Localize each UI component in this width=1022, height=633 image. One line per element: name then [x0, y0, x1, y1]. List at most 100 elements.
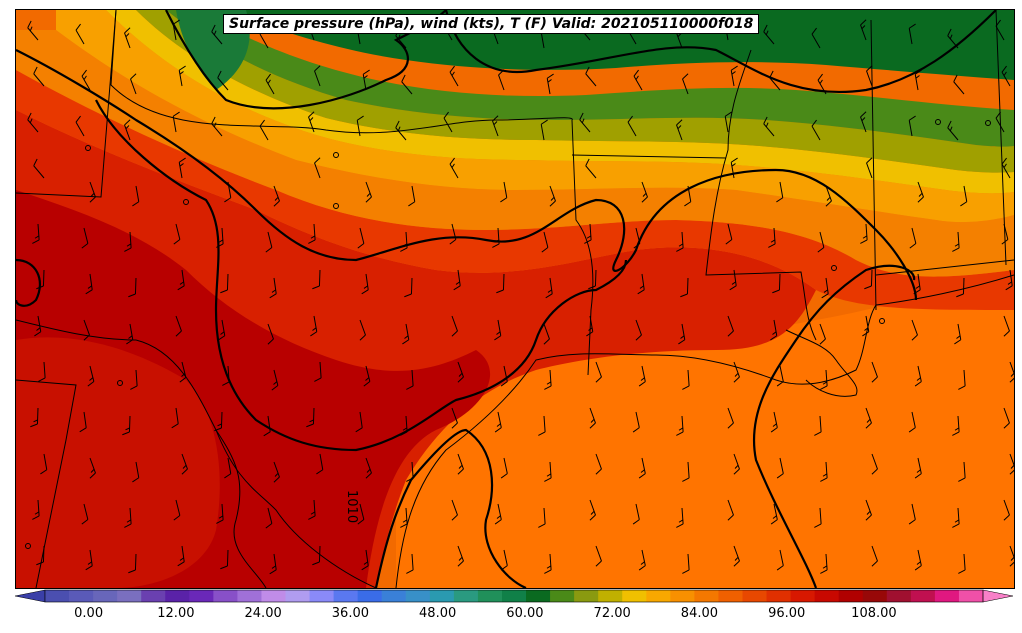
colorbar-tick-label: 0.00	[74, 606, 104, 621]
wind-barb	[314, 157, 321, 179]
colorbar-segment	[838, 590, 864, 602]
wind-barb	[224, 457, 232, 479]
wind-barb	[314, 65, 321, 87]
wind-barb	[87, 365, 95, 387]
border-al-ga	[995, 10, 1007, 266]
wind-barb	[308, 223, 316, 244]
wind-barb	[400, 507, 408, 528]
wind-barb	[361, 273, 369, 295]
wind-barb	[30, 407, 39, 428]
coast-delta	[785, 329, 858, 397]
wind-barb	[273, 461, 280, 483]
wind-barb	[217, 70, 229, 91]
wind-barb	[128, 277, 137, 298]
wind-barb	[178, 65, 186, 87]
colorbar-outline	[44, 589, 984, 603]
colorbar-segment	[670, 590, 695, 602]
colorbar-segment	[69, 590, 94, 602]
wind-barb	[220, 273, 229, 294]
wind-barb	[259, 119, 269, 141]
wind-barb	[871, 545, 878, 567]
wind-barb	[865, 407, 872, 429]
wind-barb	[500, 549, 508, 571]
wind-barb	[770, 503, 778, 525]
colorbar-segment	[453, 590, 479, 602]
wind-barb	[211, 24, 223, 45]
wind-barb	[585, 66, 597, 87]
wind-barb	[1003, 407, 1010, 429]
wind-barb	[175, 315, 182, 337]
temp-orange-band	[16, 30, 1014, 277]
wind-barb	[768, 227, 776, 248]
colorbar-tick-label: 12.00	[157, 606, 195, 621]
wind-barb	[451, 315, 458, 337]
colorbar-segment	[622, 590, 647, 602]
wind-barb	[913, 273, 921, 295]
wind-barb	[866, 157, 873, 179]
wind-barb	[402, 323, 410, 345]
wind-barb	[733, 453, 740, 475]
calm-wind-circle	[831, 265, 837, 271]
wind-barb	[177, 269, 185, 291]
temp-desert-mottled	[16, 337, 220, 588]
wind-barb	[820, 553, 828, 574]
wind-barb	[492, 227, 500, 248]
wind-barb	[85, 273, 93, 295]
wind-barb	[820, 461, 828, 482]
wind-barb	[32, 223, 40, 244]
colorbar-tick-label: 108.00	[851, 606, 897, 621]
colorbar-min-extend	[15, 589, 46, 603]
wind-barb	[908, 23, 916, 45]
wind-barb	[365, 457, 372, 479]
colorbar-segment	[742, 590, 768, 602]
wind-barb	[585, 158, 597, 179]
wind-barb	[914, 365, 922, 387]
wind-barb	[408, 185, 416, 207]
wind-barb	[952, 231, 960, 252]
wind-barb	[263, 415, 271, 437]
wind-barb	[579, 112, 591, 133]
wind-barb	[914, 69, 922, 91]
wind-barb	[1001, 157, 1011, 179]
wind-barb	[406, 461, 414, 482]
wind-barb	[538, 507, 546, 528]
wind-barb	[729, 269, 737, 291]
wind-barb	[952, 507, 960, 528]
wind-barb	[494, 503, 502, 525]
wind-barb	[128, 553, 137, 574]
colorbar-segment	[333, 590, 359, 602]
colorbar-segment	[574, 590, 599, 602]
wind-barb	[269, 553, 277, 575]
colorbar-segment	[405, 590, 431, 602]
wind-barb	[871, 361, 878, 383]
wind-barb	[395, 120, 407, 141]
wind-barb	[457, 545, 464, 567]
wind-barb	[776, 457, 784, 479]
map-panel: 1010	[15, 9, 1015, 589]
wind-barb	[819, 323, 826, 345]
wind-barb	[676, 415, 684, 436]
wind-barb	[724, 111, 732, 133]
wind-barb	[727, 499, 734, 521]
wind-barb	[727, 407, 734, 429]
wind-barb	[356, 115, 364, 137]
wind-barb	[83, 319, 90, 341]
wind-barb	[862, 315, 870, 337]
border-nm-tx	[16, 379, 77, 588]
wind-barb	[814, 507, 822, 528]
wind-barb	[589, 407, 596, 429]
wind-barb	[273, 185, 280, 207]
wind-barb	[595, 361, 602, 383]
wind-barb	[357, 227, 365, 249]
wind-barb	[400, 231, 408, 252]
wind-barb	[453, 269, 461, 291]
wind-barb	[958, 553, 966, 574]
wind-barb	[451, 407, 458, 429]
wind-barb	[770, 319, 778, 341]
wind-barb	[633, 227, 641, 249]
colorbar-segment	[117, 590, 142, 602]
wind-barb	[1009, 361, 1014, 383]
weather-map: 1010	[16, 10, 1014, 588]
colorbar-segment	[814, 590, 840, 602]
isobar-north-east	[444, 10, 997, 94]
